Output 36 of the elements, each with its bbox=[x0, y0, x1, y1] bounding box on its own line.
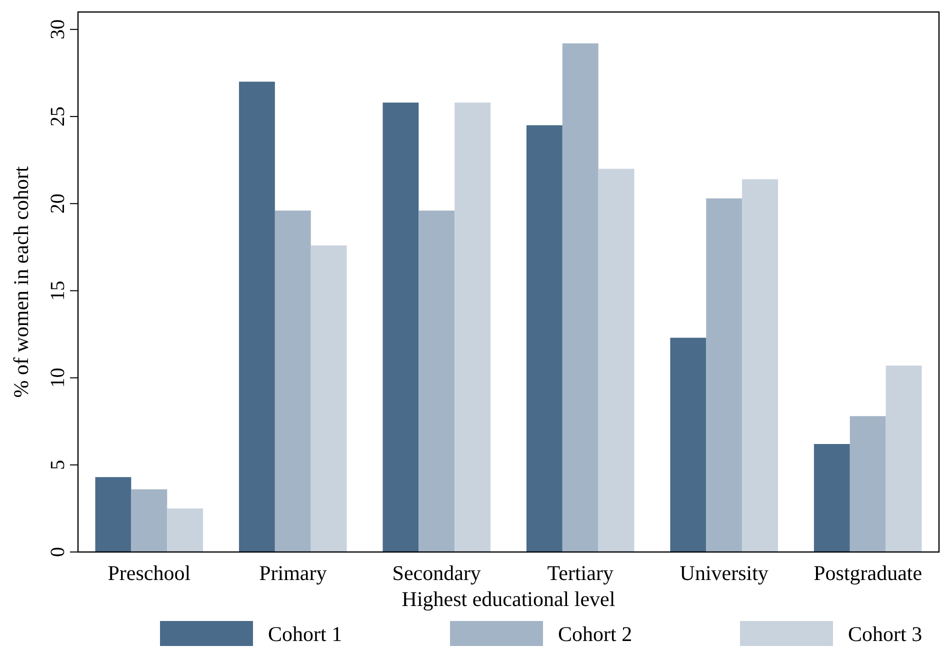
bar bbox=[95, 477, 132, 552]
bar bbox=[454, 102, 491, 552]
x-tick-label: Preschool bbox=[108, 561, 191, 585]
y-axis-title: % of women in each cohort bbox=[9, 166, 33, 398]
bar bbox=[850, 416, 886, 552]
y-tick-label: 0 bbox=[47, 547, 69, 557]
bar bbox=[886, 366, 922, 552]
bar bbox=[131, 489, 168, 552]
legend-label: Cohort 2 bbox=[558, 622, 632, 646]
x-axis-title: Highest educational level bbox=[402, 587, 616, 611]
y-tick-label: 20 bbox=[47, 194, 69, 214]
bar bbox=[562, 43, 598, 552]
y-tick-label: 25 bbox=[47, 106, 69, 127]
bar bbox=[238, 82, 275, 552]
x-tick-label: Postgraduate bbox=[814, 561, 922, 585]
legend-label: Cohort 1 bbox=[268, 622, 342, 646]
bar bbox=[742, 179, 778, 552]
x-tick-label: Tertiary bbox=[547, 561, 614, 585]
bar bbox=[167, 508, 204, 552]
bar bbox=[274, 210, 311, 552]
bar bbox=[310, 245, 347, 552]
y-tick-label: 10 bbox=[47, 368, 69, 388]
bar bbox=[526, 125, 562, 552]
y-tick-label: 5 bbox=[47, 460, 69, 470]
bar bbox=[382, 102, 419, 552]
bar bbox=[814, 444, 850, 552]
bar bbox=[418, 210, 455, 552]
y-tick-label: 30 bbox=[47, 19, 69, 40]
x-tick-label: Primary bbox=[259, 561, 328, 585]
bar bbox=[670, 338, 706, 552]
bar bbox=[706, 198, 742, 552]
x-tick-label: University bbox=[680, 561, 769, 585]
x-tick-label: Secondary bbox=[392, 561, 482, 585]
legend-label: Cohort 3 bbox=[848, 622, 922, 646]
y-tick-label: 15 bbox=[47, 280, 69, 301]
bar bbox=[598, 168, 634, 552]
